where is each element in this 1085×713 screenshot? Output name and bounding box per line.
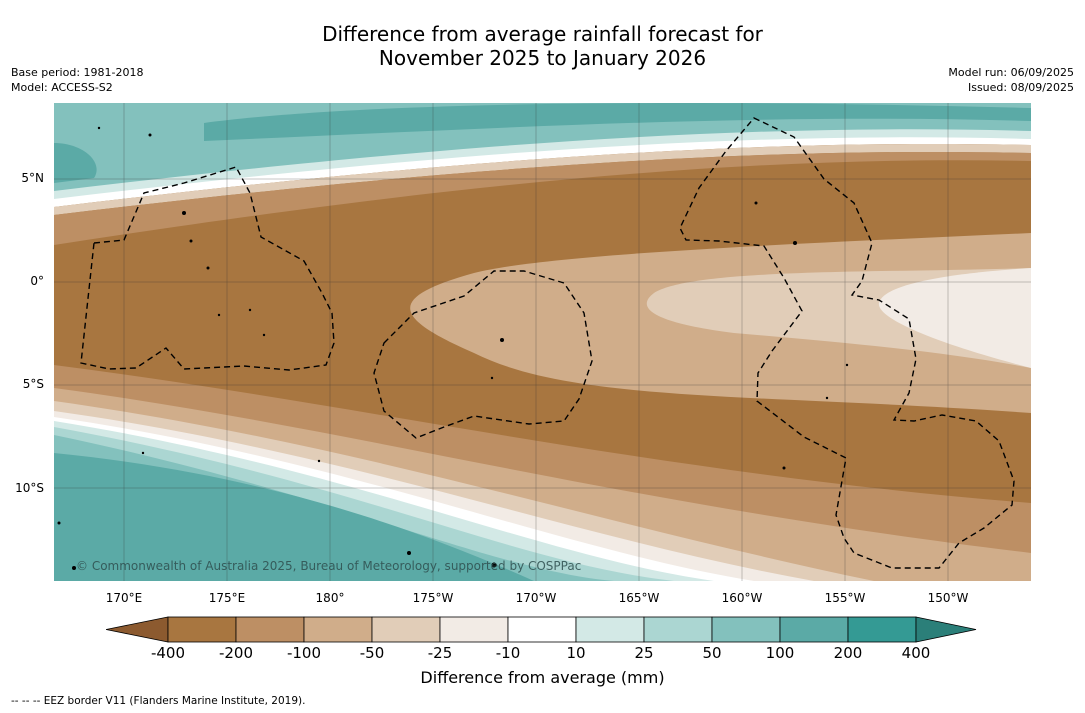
cb-tick-neg100: -100: [286, 644, 322, 662]
cb-tick-400: 400: [901, 644, 931, 662]
cb-tick-10: 10: [566, 644, 586, 662]
colorbar-extend-high: [915, 616, 977, 643]
colorbar-segment: [167, 616, 237, 643]
lon-label-180: 180°: [315, 591, 345, 605]
base-period-text: Base period: 1981-2018: [11, 66, 144, 79]
lat-label-5s: 5°S: [22, 377, 44, 391]
lat-label-0: 0°: [30, 274, 44, 288]
cb-tick-neg50: -50: [359, 644, 385, 662]
north-dry-band-100: [54, 151, 1031, 245]
meta-left: Base period: 1981-2018 Model: ACCESS-S2: [11, 65, 143, 95]
colorbar-label: Difference from average (mm): [420, 668, 665, 687]
colorbar-segment: [507, 616, 577, 643]
cb-tick-neg200: -200: [218, 644, 254, 662]
title-line-1: Difference from average rainfall forecas…: [322, 22, 763, 46]
lon-label-175e: 175°E: [208, 591, 246, 605]
cb-tick-25: 25: [634, 644, 654, 662]
island-dots: [57, 126, 849, 570]
issued-text: Issued: 08/09/2025: [967, 81, 1074, 94]
north-wet-band-100: [204, 103, 1031, 141]
colorbar-segment: [575, 616, 645, 643]
colorbar-segment: [235, 616, 305, 643]
eez-borders: [80, 117, 1015, 569]
north-light-band-25: [54, 129, 1031, 201]
colorbar-segment: [711, 616, 781, 643]
colorbar: [106, 616, 977, 643]
lon-label-160w: 160°W: [721, 591, 763, 605]
colorbar-segment: [779, 616, 849, 643]
title-line-2: November 2025 to January 2026: [378, 46, 707, 70]
model-text: Model: ACCESS-S2: [11, 81, 113, 94]
cb-tick-neg400: -400: [150, 644, 186, 662]
rainfall-map: © Commonwealth of Australia 2025, Bureau…: [54, 103, 1031, 581]
lat-label-5n: 5°N: [21, 171, 44, 185]
eez-phoenix-islands: [373, 270, 593, 439]
lon-label-170w: 170°W: [515, 591, 557, 605]
eez-footnote: -- -- -- EEZ border V11 (Flanders Marine…: [11, 695, 306, 707]
north-dry-band-50: [54, 143, 1031, 215]
colorbar-segments: [106, 616, 977, 643]
lon-label-175w: 175°W: [412, 591, 454, 605]
cb-tick-neg25: -25: [427, 644, 453, 662]
copyright-text: © Commonwealth of Australia 2025, Bureau…: [76, 559, 581, 573]
colorbar-segment: [371, 616, 441, 643]
graticule: [54, 103, 1031, 581]
north-neutral-band: [54, 137, 1031, 207]
meta-right: Model run: 06/09/2025 Issued: 08/09/2025: [948, 65, 1074, 95]
equatorial-dry-tongue-25: [878, 268, 1031, 368]
cb-tick-100: 100: [765, 644, 795, 662]
map-title: Difference from average rainfall forecas…: [0, 22, 1085, 70]
model-run-text: Model run: 06/09/2025: [948, 66, 1074, 79]
lat-label-10s: 10°S: [15, 481, 44, 495]
south-wet-band-200: [54, 453, 534, 581]
colorbar-extend-low: [106, 616, 169, 643]
colorbar-segment: [303, 616, 373, 643]
north-wet-patch: [54, 143, 97, 183]
lon-label-165w: 165°W: [618, 591, 660, 605]
lon-label-170e: 170°E: [105, 591, 143, 605]
eez-gilbert-islands: [80, 166, 335, 371]
cb-tick-neg10: -10: [495, 644, 521, 662]
lon-label-155w: 155°W: [824, 591, 866, 605]
colorbar-segment: [439, 616, 509, 643]
colorbar-segment: [643, 616, 713, 643]
cb-tick-200: 200: [833, 644, 863, 662]
eez-line-islands: [679, 117, 1015, 569]
lon-label-150w: 150°W: [927, 591, 969, 605]
cb-tick-50: 50: [702, 644, 722, 662]
colorbar-segment: [847, 616, 917, 643]
